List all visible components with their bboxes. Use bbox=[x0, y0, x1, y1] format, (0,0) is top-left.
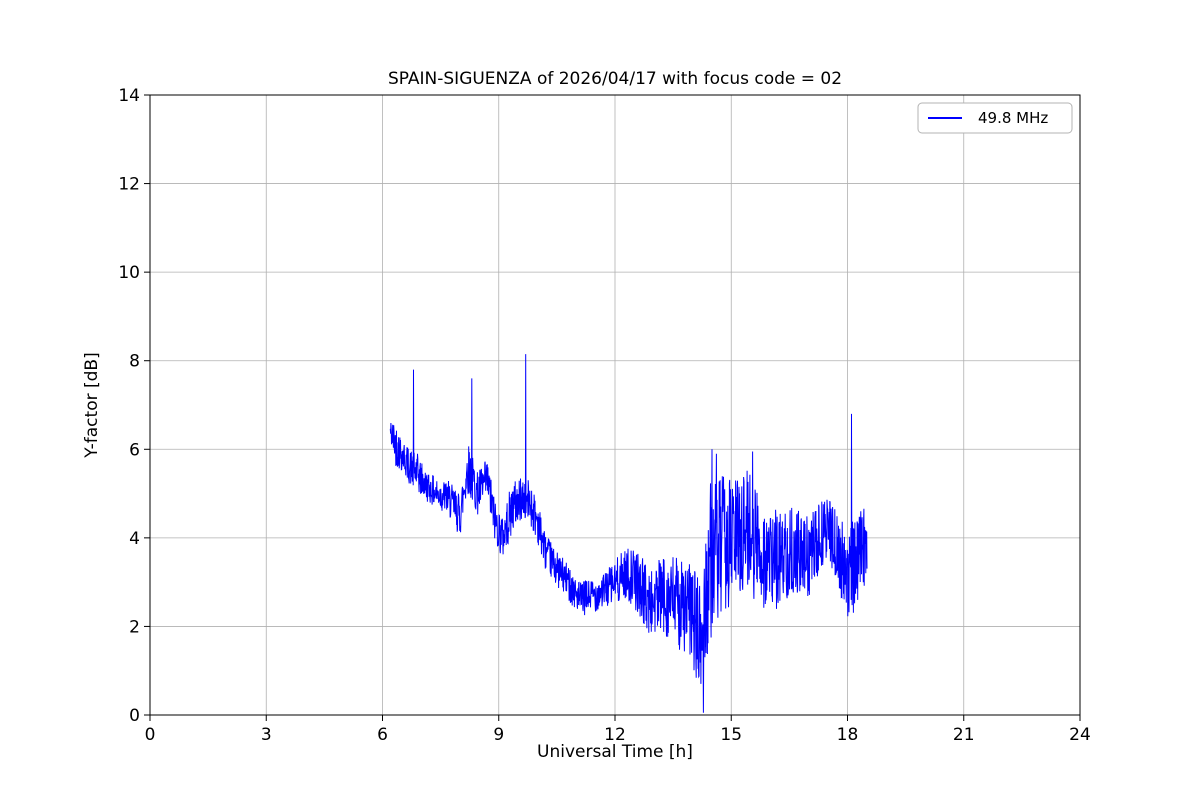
y-tick-label: 14 bbox=[118, 86, 140, 106]
y-tick-label: 10 bbox=[118, 263, 140, 283]
legend-box bbox=[917, 102, 1073, 134]
x-tick-label: 18 bbox=[837, 725, 859, 745]
grid-lines bbox=[149, 94, 1081, 716]
y-tick-label: 4 bbox=[129, 529, 140, 549]
legend-label: 49.8 MHz bbox=[978, 109, 1048, 127]
x-tick-label: 0 bbox=[145, 725, 156, 745]
x-tick-label: 24 bbox=[1069, 725, 1091, 745]
x-tick-label: 21 bbox=[953, 725, 975, 745]
chart-title: SPAIN-SIGUENZA of 2026/04/17 with focus … bbox=[388, 69, 842, 89]
y-tick-label: 2 bbox=[129, 617, 140, 637]
data-series-49-8mhz bbox=[389, 354, 868, 713]
y-tick-label: 12 bbox=[118, 175, 140, 195]
y-tick-label: 8 bbox=[129, 352, 140, 372]
y-tick-label: 6 bbox=[129, 440, 140, 460]
y-tick-label: 0 bbox=[129, 706, 140, 726]
series-line bbox=[389, 354, 868, 713]
x-tick-label: 3 bbox=[261, 725, 272, 745]
x-tick-label: 12 bbox=[604, 725, 626, 745]
y-axis-label: Y-factor [dB] bbox=[82, 352, 102, 458]
legend: 49.8 MHz bbox=[917, 102, 1073, 134]
x-tick-label: 6 bbox=[377, 725, 388, 745]
x-axis-label: Universal Time [h] bbox=[537, 742, 693, 762]
x-tick-label: 9 bbox=[493, 725, 504, 745]
x-tick-label: 15 bbox=[720, 725, 742, 745]
